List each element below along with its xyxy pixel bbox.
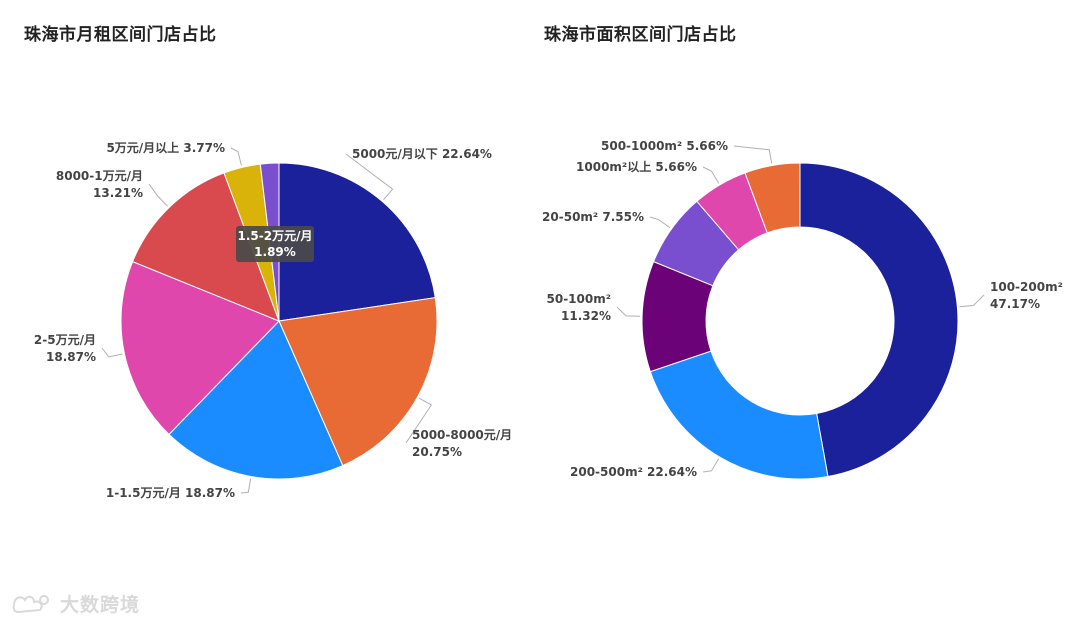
slice-label-line: 47.17% xyxy=(990,297,1040,311)
slice-label: 1000m²以上 5.66% xyxy=(576,159,697,174)
slice-label-line: 500-1000m² 5.66% xyxy=(601,139,728,153)
slice-label: 200-500m² 22.64% xyxy=(570,465,697,479)
slice-label: 500-1000m² 5.66% xyxy=(601,139,728,153)
tooltip-title: 1.5-2万元/月 xyxy=(238,229,313,243)
slice-label: 50-100m² 11.32% xyxy=(547,292,612,323)
slice-label: 2-5万元/月 18.87% xyxy=(34,333,96,364)
slice-label-line: 11.32% xyxy=(561,309,611,323)
slice-label-line: 18.87% xyxy=(46,350,96,364)
tooltip-box xyxy=(236,226,314,262)
slice-label-line: 5万元/月以上 3.77% xyxy=(106,140,225,155)
watermark-logo-icon xyxy=(12,594,49,613)
rent-chart-title: 珠海市月租区间门店占比 xyxy=(24,25,217,45)
slice-label: 5万元/月以上 3.77% xyxy=(106,140,225,155)
slice-label-line: 50-100m² xyxy=(547,292,612,306)
slice-label: 1-1.5万元/月 18.87% xyxy=(106,486,235,500)
slice-label-line: 200-500m² 22.64% xyxy=(570,465,697,479)
slice-label-line: 8000-1万元/月 xyxy=(56,169,143,183)
slice-label-line: 5000元/月以下 22.64% xyxy=(352,147,492,161)
slice-label-line: 5000-8000元/月 xyxy=(412,428,512,442)
leader-line xyxy=(702,166,720,184)
slice-label: 20-50m² 7.55% xyxy=(542,210,644,224)
pie-slice xyxy=(278,162,436,322)
rent-pie: 5000元/月以下 22.64% 5000-8000元/月 20.75% 1-1.5万… xyxy=(34,140,512,500)
leader-line xyxy=(702,458,720,473)
leader-line xyxy=(240,478,252,494)
slice-label: 5000元/月以下 22.64% xyxy=(352,147,492,161)
slice-label: 5000-8000元/月 20.75% xyxy=(412,428,512,459)
leader-line xyxy=(649,216,671,229)
pie-slice xyxy=(131,172,280,322)
pie-slice xyxy=(168,320,344,480)
slice-label: 8000-1万元/月 13.21% xyxy=(56,169,143,200)
pie-slice xyxy=(744,162,801,234)
leader-line xyxy=(101,347,123,358)
leader-line xyxy=(405,397,433,444)
slice-label: 100-200m² 47.17% xyxy=(990,280,1063,311)
slice-label-line: 1-1.5万元/月 18.87% xyxy=(106,486,235,500)
leader-line xyxy=(345,153,394,201)
area-chart-title: 珠海市面积区间门店占比 xyxy=(544,25,737,45)
watermark-text: 大数跨境 xyxy=(60,594,141,616)
area-donut: 100-200m² 47.17% 200-500m² 22.64% 50-100m² 1… xyxy=(542,139,1063,480)
leader-line xyxy=(148,183,168,207)
slice-label-line: 2-5万元/月 xyxy=(34,333,96,347)
tooltip-value: 1.89% xyxy=(254,245,296,259)
pie-slice xyxy=(278,297,438,467)
slice-label-line: 20-50m² 7.55% xyxy=(542,210,644,224)
leader-line xyxy=(230,147,242,166)
tooltip: 1.5-2万元/月 1.89% xyxy=(236,226,314,262)
slice-label-line: 20.75% xyxy=(412,445,462,459)
leader-line xyxy=(616,306,641,317)
slice-label-line: 13.21% xyxy=(93,186,143,200)
leader-line xyxy=(959,294,985,308)
pie-slice xyxy=(799,162,959,478)
slice-label-line: 1000m²以上 5.66% xyxy=(576,159,697,174)
slice-label-line: 100-200m² xyxy=(990,280,1063,294)
pie-slice xyxy=(120,260,280,436)
leader-line xyxy=(733,145,773,164)
pie-slice xyxy=(649,350,829,480)
watermark: 大数跨境 xyxy=(10,590,140,617)
